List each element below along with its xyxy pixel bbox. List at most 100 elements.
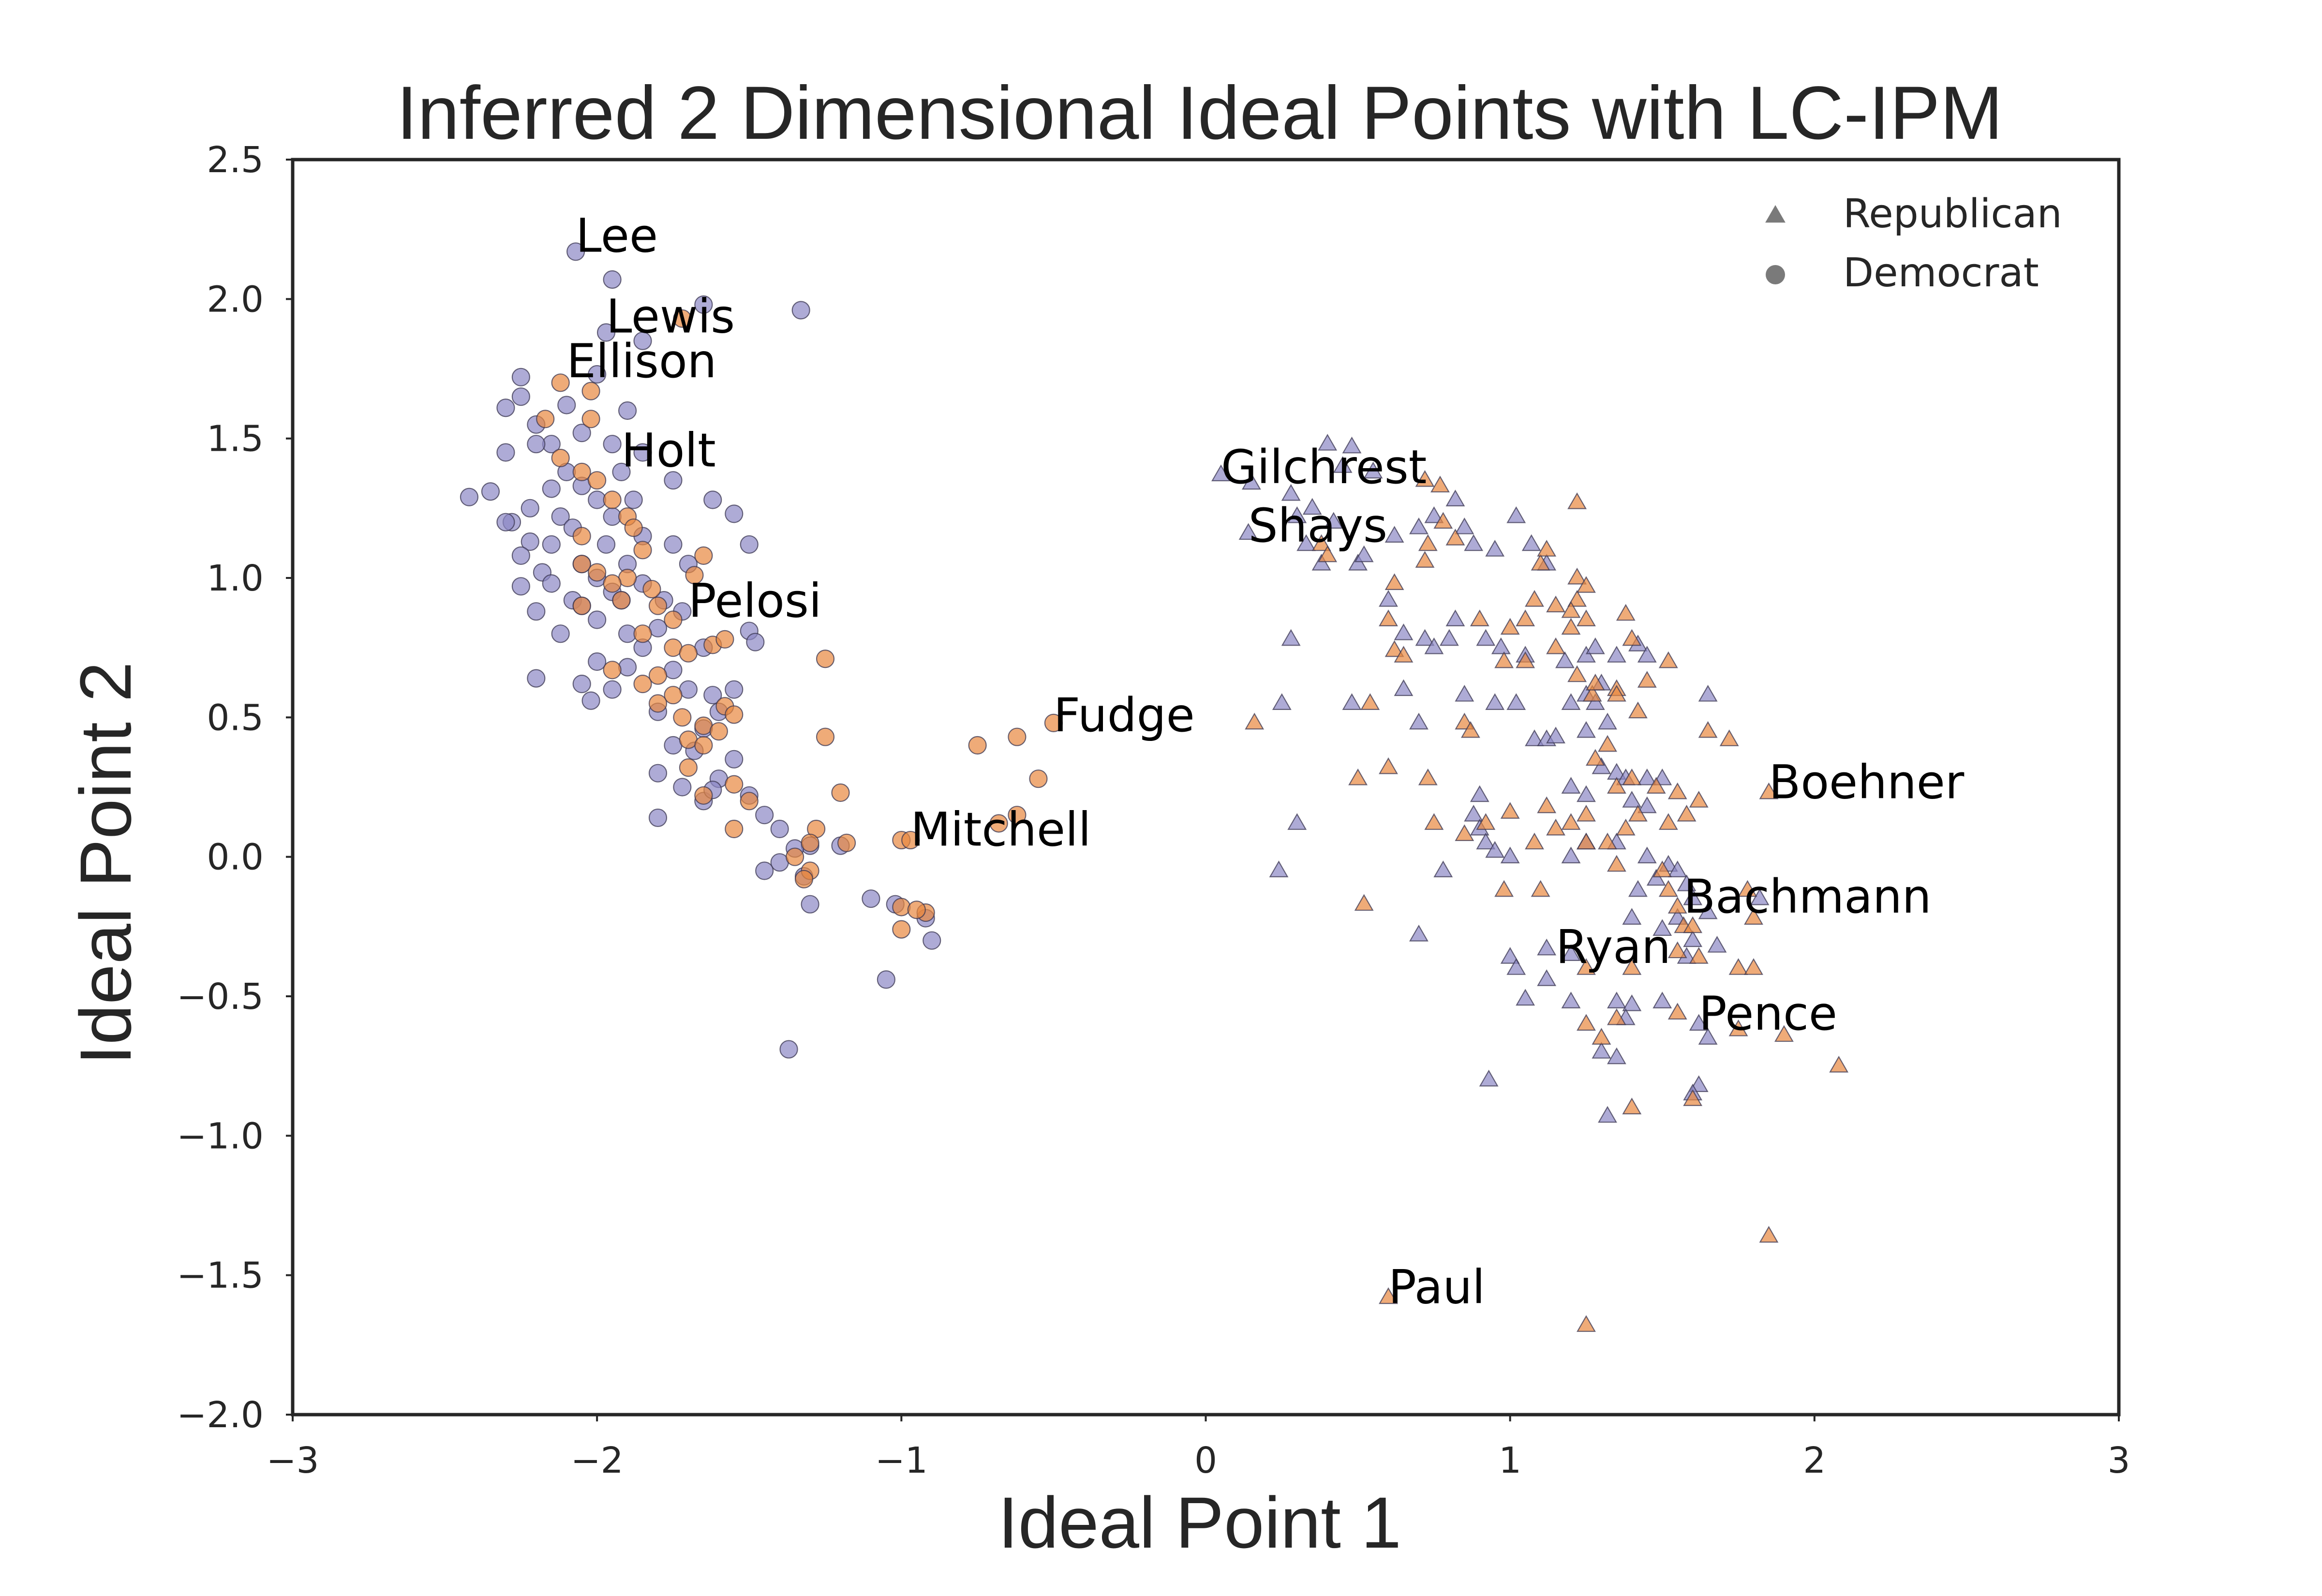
republican-point — [1598, 832, 1617, 850]
x-tick-label: −1 — [875, 1440, 928, 1481]
democrat-point — [551, 448, 570, 468]
republican-point — [1333, 456, 1353, 473]
democrat-point — [1044, 713, 1063, 732]
democrat-point — [968, 736, 987, 755]
democrat-point — [740, 535, 759, 554]
democrat-point — [877, 970, 895, 989]
republican-point — [1728, 958, 1748, 975]
democrat-point — [709, 722, 728, 741]
democrat-point — [673, 309, 692, 328]
democrat-point — [612, 591, 631, 610]
republican-point — [1546, 637, 1565, 654]
democrat-point — [603, 490, 622, 509]
republican-point — [1318, 433, 1338, 451]
democrat-point — [551, 624, 570, 643]
democrat-point — [588, 471, 607, 490]
democrat-point — [603, 661, 622, 680]
republican-point — [1607, 646, 1626, 663]
legend: Republican Democrat — [1765, 191, 2062, 296]
republican-point — [1555, 651, 1575, 668]
democrat-point — [624, 518, 643, 537]
republican-point — [1728, 1019, 1748, 1036]
axis-ticks: −3 −2 −1 0 1 2 3 2.5 2.0 1.5 1.0 0.5 0.0 −0.5 −1.0 −1.5… — [177, 139, 2130, 1481]
republican-point — [1577, 646, 1596, 663]
republican-point — [1622, 768, 1642, 785]
x-tick-label: 3 — [2107, 1440, 2130, 1481]
republican-point — [1577, 785, 1596, 802]
democrat-point — [542, 535, 561, 554]
democrat-point — [633, 624, 652, 643]
democrat-point — [673, 708, 692, 727]
democrat-point — [521, 532, 539, 551]
democrat-point — [801, 833, 819, 852]
republican-point — [1379, 757, 1398, 774]
democrat-point — [755, 861, 774, 880]
republican-point — [1628, 880, 1648, 897]
democrat-point — [496, 443, 515, 462]
democrat-point — [725, 750, 744, 768]
republican-point — [1598, 1106, 1617, 1123]
republican-point — [1394, 646, 1414, 663]
annotation-ryan: Ryan — [1556, 920, 1671, 974]
democrat-point — [618, 658, 637, 677]
republican-point — [1379, 609, 1398, 626]
republican-point — [1525, 832, 1544, 850]
republican-point — [1622, 958, 1642, 975]
legend-label-republican: Republican — [1843, 191, 2062, 237]
y-tick-label: −2.0 — [177, 1394, 264, 1436]
annotation-lewis: Lewis — [606, 290, 735, 344]
democrat-point — [581, 691, 600, 710]
democrat-point — [603, 574, 622, 593]
democrat-point — [1008, 727, 1027, 746]
republican-point — [1561, 846, 1581, 864]
republican-point — [1667, 941, 1687, 959]
republican-point — [1567, 590, 1587, 607]
republican-point — [1241, 473, 1261, 490]
democrat-point — [496, 399, 515, 417]
republican-point — [1585, 673, 1605, 691]
democrat-point — [527, 669, 546, 688]
republican-point — [1415, 551, 1435, 568]
republican-point — [1439, 629, 1459, 646]
democrat-point — [588, 652, 607, 671]
annotation-lee: Lee — [576, 208, 658, 263]
democrat-point — [542, 574, 561, 593]
republican-point — [1598, 712, 1617, 730]
republican-point — [1537, 796, 1557, 813]
republican-point — [1652, 860, 1672, 877]
republican-point — [1433, 512, 1453, 529]
democrat-point — [536, 410, 555, 429]
democrat-point — [703, 490, 722, 509]
democrat-point — [791, 301, 810, 320]
democrat-point — [612, 462, 631, 481]
democrat-point — [794, 870, 814, 888]
republican-point — [1455, 824, 1474, 841]
democrat-point — [511, 387, 530, 406]
y-tick-label: −1.0 — [177, 1115, 264, 1157]
republican-point — [1415, 470, 1435, 487]
republican-point — [1324, 512, 1343, 529]
republican-point — [1616, 818, 1636, 836]
republican-point — [1354, 545, 1374, 562]
democrat-point — [779, 1040, 798, 1059]
republican-point — [1546, 818, 1565, 836]
republican-point — [1272, 693, 1292, 710]
republican-point — [1311, 534, 1331, 551]
republican-point — [1646, 869, 1666, 886]
republican-point — [1318, 545, 1338, 562]
democrat-point — [624, 490, 643, 509]
republican-point — [1658, 880, 1678, 897]
republican-point — [1561, 777, 1581, 794]
republican-point — [1667, 860, 1687, 877]
data-points — [460, 242, 1849, 1332]
republican-point — [1494, 651, 1514, 668]
republican-point — [1476, 629, 1496, 646]
republican-point — [1585, 693, 1605, 710]
republican-point — [1506, 506, 1526, 523]
republican-point — [1418, 768, 1438, 785]
republican-point — [1622, 791, 1642, 808]
chart-title: Inferred 2 Dimensional Ideal Points with… — [397, 71, 2003, 155]
republican-point — [1577, 832, 1596, 850]
legend-circle-marker — [1766, 265, 1785, 284]
republican-point — [1464, 804, 1484, 822]
